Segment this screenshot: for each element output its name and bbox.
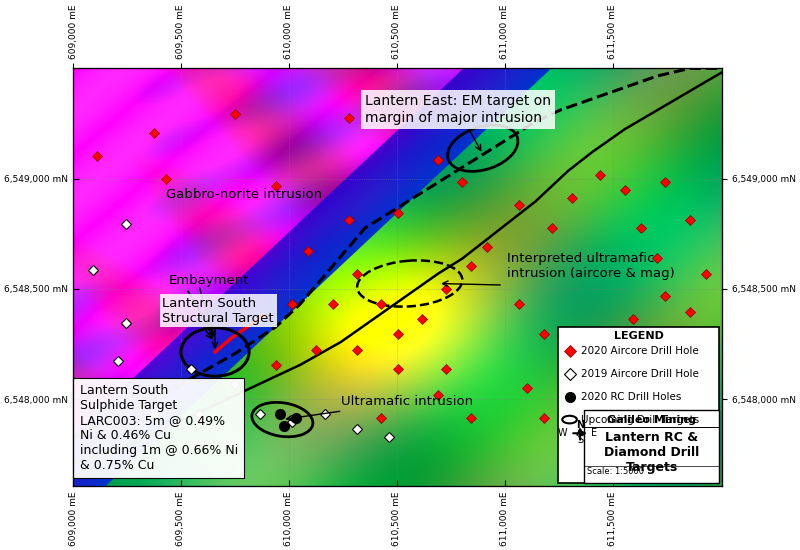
Text: Embayment: Embayment (169, 273, 250, 287)
Text: Upcoming Drill Targets: Upcoming Drill Targets (581, 415, 699, 425)
Text: 2019 Aircore Drill Hole: 2019 Aircore Drill Hole (581, 369, 699, 379)
Bar (558, 327, 719, 483)
Text: Lantern South
Structural Target: Lantern South Structural Target (162, 296, 274, 324)
Text: Scale: 1:5000: Scale: 1:5000 (587, 467, 645, 476)
Text: S: S (577, 436, 583, 446)
Bar (584, 410, 719, 483)
Text: 2020 RC Drill Holes: 2020 RC Drill Holes (581, 392, 682, 402)
Text: 2020 Aircore Drill Hole: 2020 Aircore Drill Hole (581, 346, 698, 356)
Text: Gabbro-norite intrusion: Gabbro-norite intrusion (166, 188, 322, 201)
Text: N: N (576, 420, 584, 430)
Text: LEGEND: LEGEND (614, 331, 663, 341)
Text: Lantern South
Sulphide Target
LARC003: 5m @ 0.49%
Ni & 0.46% Cu
including 1m @ 0: Lantern South Sulphide Target LARC003: 5… (79, 384, 238, 472)
Text: E: E (591, 428, 598, 438)
Text: W: W (558, 428, 567, 438)
Text: Interpreted ultramafic
intrusion (aircore & mag): Interpreted ultramafic intrusion (aircor… (507, 252, 675, 280)
Text: Ultramafic intrusion: Ultramafic intrusion (286, 395, 473, 421)
Text: Lantern East: EM target on
margin of major intrusion: Lantern East: EM target on margin of maj… (365, 95, 551, 151)
Text: Lantern RC &
Diamond Drill
Targets: Lantern RC & Diamond Drill Targets (604, 431, 699, 474)
Text: Galileo Mining: Galileo Mining (607, 415, 696, 425)
